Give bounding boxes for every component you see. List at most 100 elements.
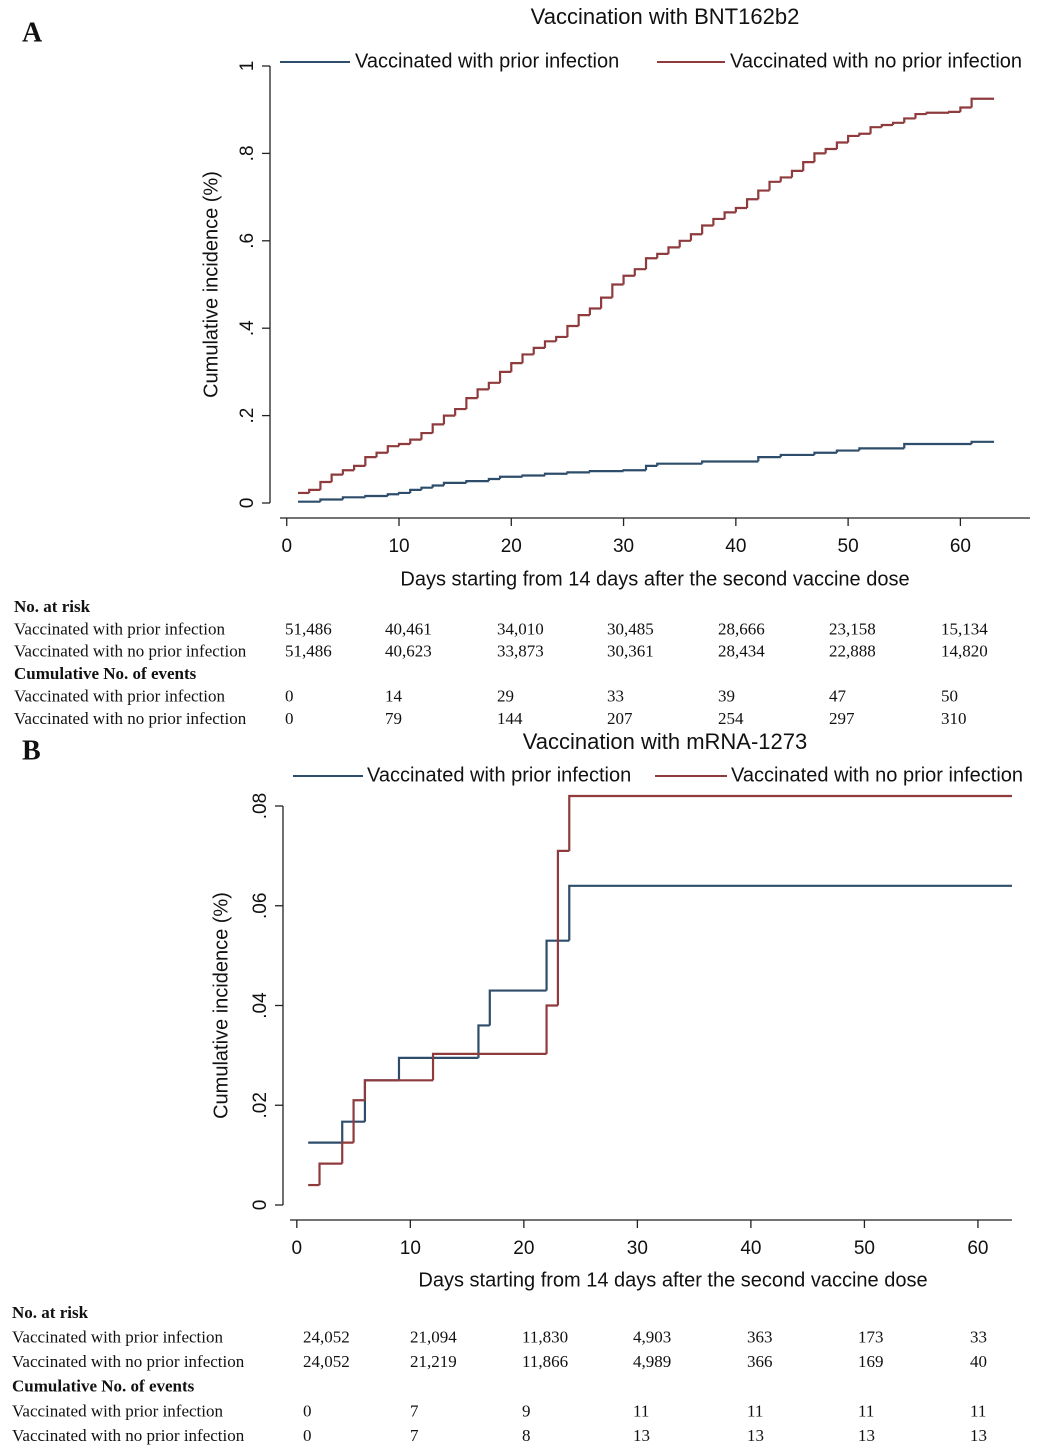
chart-title: Vaccination with mRNA-1273 [523, 729, 808, 754]
table-section-title: No. at risk [12, 1303, 89, 1322]
table-cell: 363 [747, 1328, 773, 1347]
table-cell: 30,361 [607, 642, 654, 661]
line-step [959, 106, 972, 112]
line-step [858, 132, 871, 136]
line-step [465, 397, 478, 410]
line-step [701, 224, 714, 235]
line-step [858, 447, 905, 451]
line-step [319, 480, 332, 490]
table-cell: 50 [941, 687, 958, 706]
table-cell: 0 [303, 1426, 312, 1445]
line-step [420, 431, 433, 440]
line-step [397, 1056, 479, 1081]
table-cell: 40,461 [385, 619, 432, 638]
table-cell: 33 [607, 687, 624, 706]
y-tick-label: .2 [237, 408, 258, 424]
line-step [477, 1024, 490, 1058]
legend-label: Vaccinated with no prior infection [730, 50, 1022, 72]
line-step [364, 494, 388, 498]
line-step [712, 217, 725, 226]
table-cell: 24,052 [303, 1328, 350, 1347]
line-step [847, 134, 860, 143]
table-cell: 11,866 [522, 1352, 568, 1371]
table-cell: 11 [747, 1401, 763, 1420]
line-step [431, 1052, 547, 1081]
line-step [568, 794, 1012, 851]
table-section-title: No. at risk [14, 597, 91, 616]
line-step [409, 438, 422, 445]
line-step [678, 239, 691, 248]
line-step [644, 464, 658, 471]
chart-title: Vaccination with BNT162b2 [531, 4, 800, 29]
line-step [353, 464, 366, 471]
table-row-label: Vaccinated with no prior infection [14, 642, 247, 661]
line-step [431, 484, 444, 488]
x-tick-label: 50 [838, 536, 859, 557]
line-step [397, 491, 411, 495]
line-step [914, 112, 927, 119]
table-cell: 13 [747, 1426, 764, 1445]
legend-label: Vaccinated with prior infection [355, 50, 619, 72]
table-cell: 39 [718, 687, 735, 706]
line-step [600, 296, 613, 309]
y-tick-label: .6 [237, 233, 258, 249]
line-step [341, 1120, 365, 1143]
x-tick-label: 60 [967, 1238, 988, 1259]
table-cell: 13 [858, 1426, 875, 1445]
table-row-label: Vaccinated with prior infection [12, 1401, 224, 1420]
line-step [970, 440, 995, 445]
table-cell: 297 [829, 709, 855, 728]
table-cell: 14 [385, 687, 403, 706]
table-row-label: Vaccinated with prior infection [12, 1328, 224, 1347]
table-cell: 144 [497, 709, 523, 728]
line-step [622, 274, 635, 285]
line-step [487, 381, 501, 390]
line-step [498, 370, 512, 383]
y-tick-label: .8 [237, 145, 258, 161]
x-tick-label: 10 [400, 1238, 421, 1259]
line-step [341, 496, 366, 500]
line-step [454, 407, 467, 416]
line-step [869, 126, 882, 134]
line-step [644, 257, 658, 270]
line-step [790, 169, 804, 178]
table-cell: 22,888 [829, 642, 876, 661]
line-step [352, 1099, 365, 1143]
y-tick-label: 1 [237, 61, 258, 72]
y-tick-label: 0 [250, 1200, 271, 1211]
x-tick-label: 30 [627, 1238, 648, 1259]
x-tick-label: 40 [725, 536, 746, 557]
line-step [611, 283, 624, 298]
line-step [880, 123, 894, 128]
line-step [397, 442, 411, 447]
x-tick-label: 50 [854, 1238, 875, 1259]
line-step [319, 498, 343, 502]
table-cell: 7 [410, 1426, 419, 1445]
x-axis-label: Days starting from 14 days after the sec… [418, 1269, 927, 1291]
table-cell: 11 [858, 1401, 874, 1420]
table-cell: 33,873 [497, 642, 544, 661]
line-step [656, 462, 703, 466]
table-row-label: Vaccinated with prior infection [14, 619, 226, 638]
table-cell: 79 [385, 709, 402, 728]
line-step [768, 180, 781, 191]
line-step [545, 939, 570, 991]
legend-label: Vaccinated with no prior infection [731, 764, 1023, 786]
table-cell: 173 [858, 1328, 884, 1347]
table-cell: 40,623 [385, 642, 432, 661]
line-step [779, 453, 815, 458]
line-step [577, 313, 590, 327]
line-step [363, 1079, 434, 1101]
line-step [510, 362, 523, 372]
table-cell: 0 [285, 687, 294, 706]
line-step [442, 481, 467, 486]
table-cell: 8 [522, 1426, 531, 1445]
line-step [734, 206, 748, 213]
x-axis-label: Days starting from 14 days after the sec… [400, 568, 909, 590]
table-cell: 9 [522, 1401, 531, 1420]
line-step [802, 161, 815, 171]
line-step [476, 388, 489, 399]
